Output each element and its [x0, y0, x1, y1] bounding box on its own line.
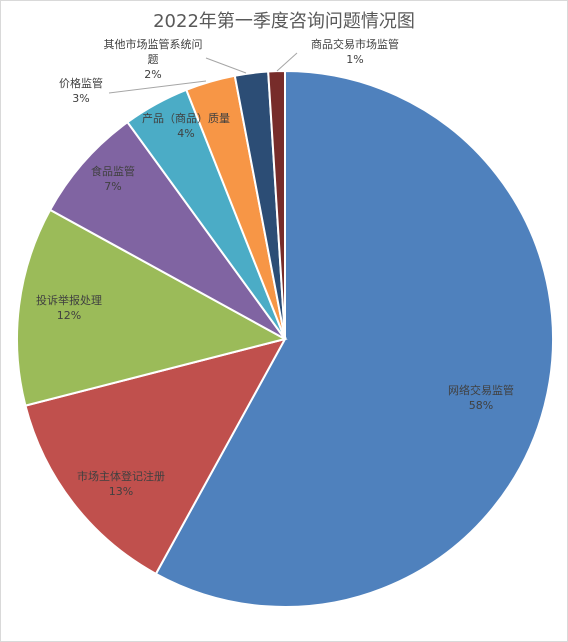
chart-title: 2022年第一季度咨询问题情况图: [153, 11, 415, 32]
data-label: 商品交易市场监管 1%: [311, 37, 399, 66]
pie-slice: [154, 69, 554, 608]
pie-slice: [16, 208, 288, 407]
data-label: 价格监管 3%: [59, 76, 103, 105]
leader-line: [205, 57, 247, 74]
data-label: 投诉举报处理 12%: [36, 293, 102, 322]
pie-slice: [267, 69, 286, 340]
data-label: 产品（商品）质量 4%: [142, 111, 230, 140]
data-label: 食品监管 7%: [91, 164, 135, 193]
data-label: 网络交易监管 58%: [448, 383, 514, 412]
data-label: 市场主体登记注册 13%: [77, 469, 165, 498]
pie-slice: [48, 120, 286, 340]
data-label: 其他市场监管系统问题 2%: [104, 37, 203, 81]
leader-line: [276, 52, 298, 72]
leader-line: [108, 80, 207, 94]
pie-slice: [24, 337, 287, 576]
